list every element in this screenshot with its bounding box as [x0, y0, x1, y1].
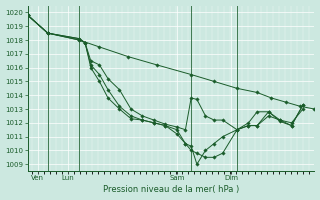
X-axis label: Pression niveau de la mer( hPa ): Pression niveau de la mer( hPa ) [103, 185, 239, 194]
